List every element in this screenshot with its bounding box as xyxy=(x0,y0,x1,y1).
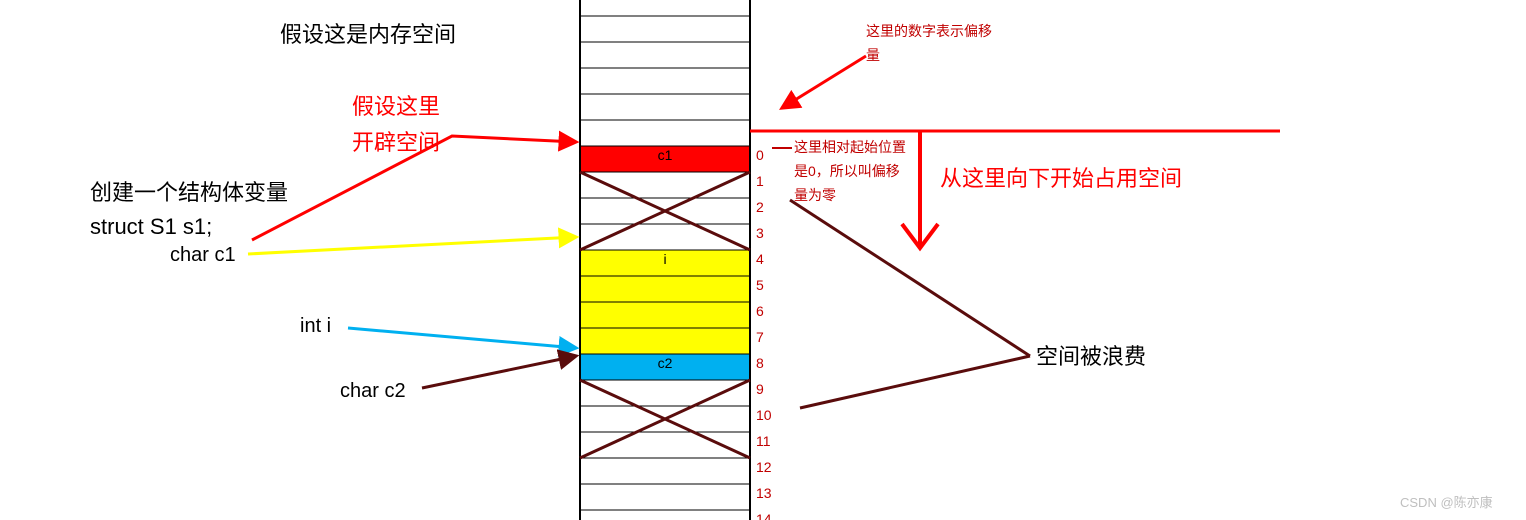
annotation-text: int i xyxy=(300,315,331,337)
annotation-text: CSDN @陈亦康 xyxy=(1400,495,1493,510)
annotation-text: 假设这里 xyxy=(352,94,440,119)
offset-label: 10 xyxy=(756,407,772,423)
offset-label: 13 xyxy=(756,485,772,501)
annotation-text: 是0，所以叫偏移 xyxy=(794,163,900,179)
offset-label: 5 xyxy=(756,277,764,293)
annotation-text: 量 xyxy=(866,47,880,63)
diagram-canvas: 0c11234i5678c291011121314假设这是内存空间假设这里开辟空… xyxy=(0,0,1526,520)
annotation-text: char c2 xyxy=(340,380,406,402)
annotation-text: struct S1 s1; xyxy=(90,214,212,239)
offset-label: 6 xyxy=(756,303,764,319)
waste-pointer xyxy=(800,356,1030,408)
offset-label: 3 xyxy=(756,225,764,241)
offset-label: 7 xyxy=(756,329,764,345)
annotation-text: 空间被浪费 xyxy=(1036,344,1146,369)
offset-label: 9 xyxy=(756,381,764,397)
offset-label: 2 xyxy=(756,199,764,215)
arrow-offset-note xyxy=(782,56,866,108)
cell-label: c1 xyxy=(658,147,673,163)
offset-label: 4 xyxy=(756,251,764,267)
offset-label: 8 xyxy=(756,355,764,371)
annotation-text: 创建一个结构体变量 xyxy=(90,180,288,205)
cell-label: c2 xyxy=(658,355,673,371)
offset-label: 14 xyxy=(756,511,772,520)
offset-label: 1 xyxy=(756,173,764,189)
memory-cell xyxy=(581,303,749,328)
annotation-text: char c1 xyxy=(170,244,236,266)
arrow-yellow xyxy=(248,237,576,254)
annotation-text: 这里的数字表示偏移 xyxy=(866,23,992,39)
cell-label: i xyxy=(663,251,666,267)
offset-label: 12 xyxy=(756,459,772,475)
memory-cell xyxy=(581,329,749,354)
arrow-darkred xyxy=(422,356,576,388)
offset-label: 11 xyxy=(756,433,771,449)
offset-label: 0 xyxy=(756,147,764,163)
arrow-blue xyxy=(348,328,576,348)
memory-cell xyxy=(581,277,749,302)
annotation-text: 开辟空间 xyxy=(352,130,440,155)
annotation-text: 量为零 xyxy=(794,187,836,203)
annotation-text: 假设这是内存空间 xyxy=(280,22,456,47)
annotation-text: 从这里向下开始占用空间 xyxy=(940,166,1182,191)
waste-pointer xyxy=(790,200,1030,356)
annotation-text: 这里相对起始位置 xyxy=(794,139,906,155)
